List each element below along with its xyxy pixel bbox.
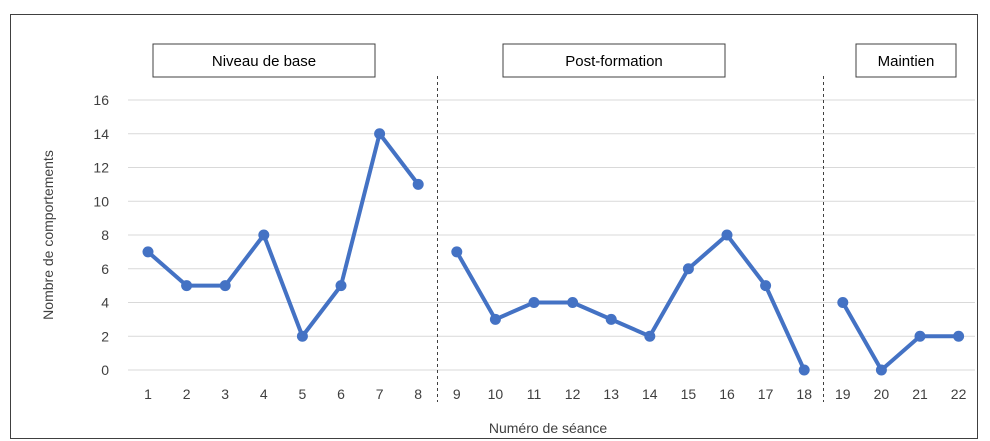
data-point: [451, 246, 463, 258]
y-tick-label: 0: [101, 362, 109, 378]
x-tick-label: 3: [221, 386, 229, 402]
y-axis-title: Nombre de comportements: [40, 150, 56, 320]
x-tick-label: 1: [144, 386, 152, 402]
data-point: [335, 280, 347, 292]
grid-layer: [128, 99, 975, 371]
series-line-phase-1: [146, 131, 420, 339]
x-tick-label: 10: [488, 386, 504, 402]
x-tick-label: 12: [565, 386, 581, 402]
data-point: [837, 297, 849, 308]
x-tick-label: 16: [719, 386, 735, 402]
data-point: [181, 280, 193, 292]
y-tick-label: 12: [93, 160, 109, 176]
x-tick-label: 20: [874, 386, 890, 402]
y-tick-label: 8: [101, 227, 109, 243]
x-tick-labels: 1 2 3 4 5 6 7 8 9 10 11 12 13 14 15 16 17 18 19 20 21 22: [144, 386, 966, 402]
phase-box-maintenance: [855, 43, 957, 78]
x-tick-label: 2: [183, 386, 191, 402]
x-tick-label: 17: [758, 386, 774, 402]
x-axis-title: Numéro de séance: [489, 420, 608, 436]
data-point: [953, 330, 965, 342]
data-point: [528, 297, 540, 308]
phase-label-post-training: Post-formation: [565, 53, 663, 70]
phase-box-post-training: [502, 43, 726, 78]
x-tick-label: 8: [414, 386, 422, 402]
y-tick-labels: 0 2 4 6 8 10 12 14 16: [93, 92, 109, 378]
x-tick-label: 6: [337, 386, 345, 402]
x-tick-label: 5: [299, 386, 307, 402]
data-point: [142, 246, 154, 258]
x-tick-label: 22: [951, 386, 967, 402]
data-point: [875, 364, 887, 376]
data-point: [914, 330, 926, 342]
y-tick-label: 4: [101, 295, 109, 311]
x-tick-label: 11: [527, 386, 542, 402]
x-tick-label: 21: [912, 386, 928, 402]
series-layer: [142, 128, 965, 376]
data-point: [296, 330, 308, 342]
data-point: [605, 313, 617, 325]
data-point: [374, 128, 386, 140]
x-tick-label: 15: [681, 386, 697, 402]
x-tick-label: 18: [796, 386, 812, 402]
phase-box-baseline: [152, 43, 376, 78]
data-point: [760, 280, 772, 292]
data-point: [798, 364, 810, 376]
phase-label-maintenance: Maintien: [878, 53, 935, 70]
x-tick-label: 14: [642, 386, 658, 402]
data-point: [682, 263, 694, 275]
data-point: [489, 313, 501, 325]
y-tick-label: 10: [93, 193, 109, 209]
data-point: [258, 229, 270, 241]
data-point: [721, 229, 733, 241]
x-tick-label: 7: [376, 386, 384, 402]
phase-label-baseline: Niveau de base: [212, 53, 316, 70]
series-line-phase-3: [841, 301, 959, 372]
data-point: [567, 297, 579, 308]
y-tick-label: 14: [93, 126, 109, 142]
y-tick-label: 6: [101, 261, 109, 277]
x-tick-label: 4: [260, 386, 268, 402]
x-tick-label: 19: [835, 386, 851, 402]
chart-frame: [10, 14, 978, 439]
data-point: [412, 178, 424, 190]
x-tick-label: 13: [603, 386, 619, 402]
data-point: [219, 280, 231, 292]
x-tick-label: 9: [453, 386, 461, 402]
series-line-phase-2: [455, 233, 807, 371]
data-point: [644, 330, 656, 342]
y-tick-label: 2: [101, 328, 109, 344]
phase-divider-lines: [437, 76, 824, 402]
y-tick-label: 16: [93, 92, 109, 108]
